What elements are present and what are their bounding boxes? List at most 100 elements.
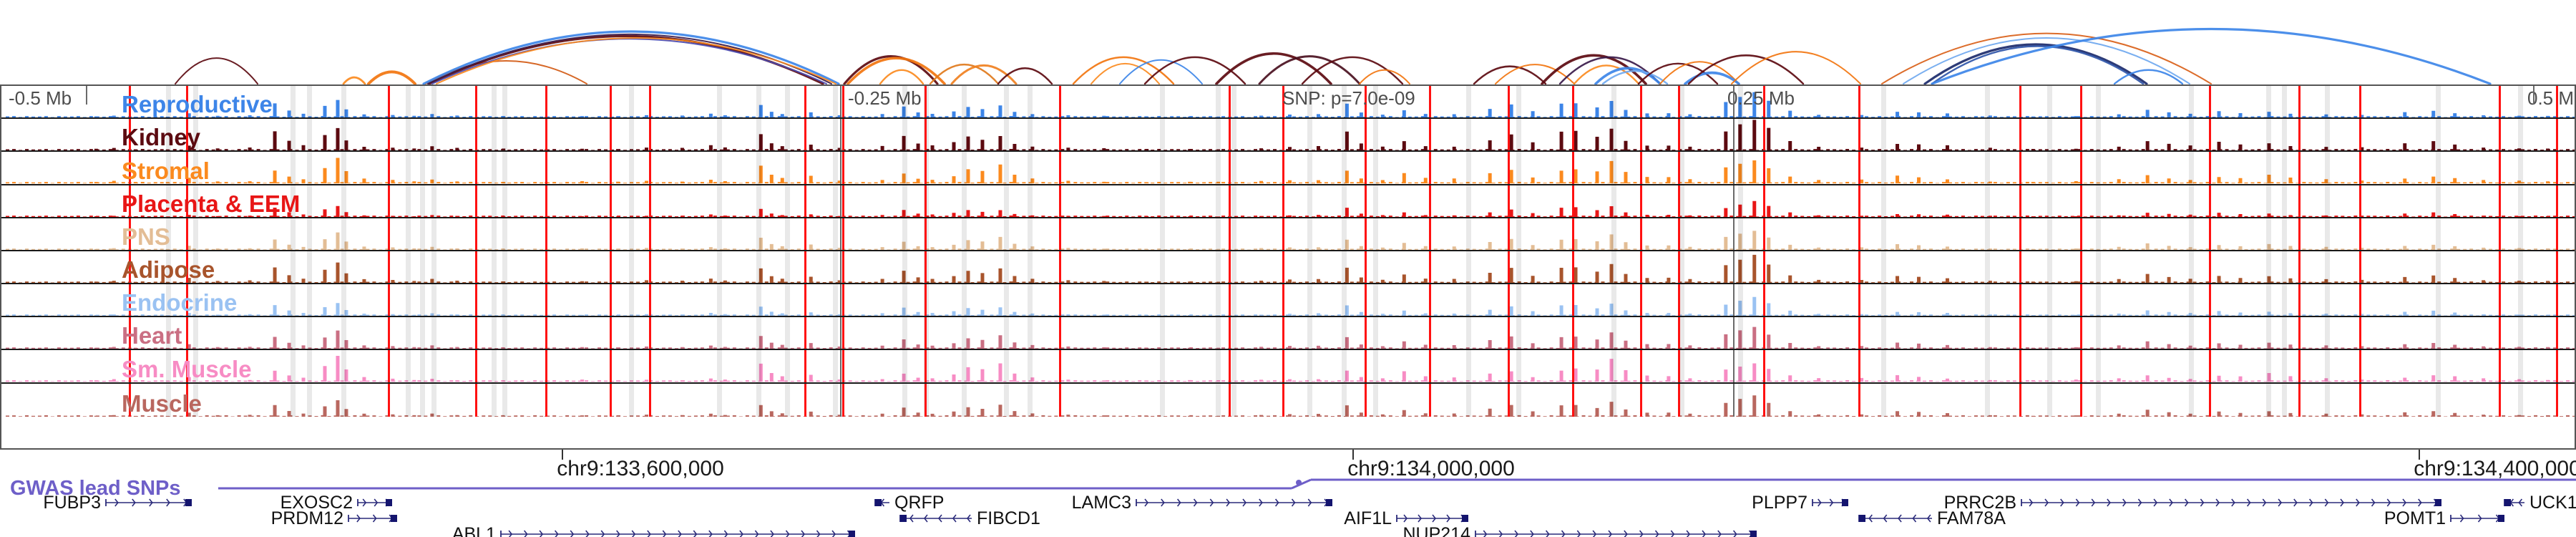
loop-arc — [997, 67, 1053, 84]
strand-arrow — [2200, 498, 2205, 507]
signal-area — [5, 200, 2575, 217]
strand-arrow — [132, 498, 136, 507]
gene-name-label: POMT1 — [2384, 508, 2446, 528]
strand-arrow — [662, 530, 667, 537]
strand-arrow — [1639, 530, 1644, 537]
strand-arrow — [616, 530, 620, 537]
arc-svg — [175, 28, 2492, 84]
strand-arrow — [923, 514, 928, 523]
signal-track-sm-muscle[interactable]: Sm. Muscle — [1, 350, 2575, 384]
coordinate-tick — [2419, 450, 2420, 460]
strand-arrow — [1912, 514, 1917, 523]
signal-track-endocrine[interactable]: Endocrine — [1, 284, 2575, 318]
gene-exon-block — [849, 531, 855, 537]
loop-arc — [1573, 64, 1640, 84]
gene-QRFP[interactable]: QRFP — [874, 493, 944, 513]
signal-track-muscle[interactable]: Muscle — [1, 383, 2575, 417]
strand-arrow — [1446, 514, 1451, 523]
signal-profile — [5, 120, 2575, 151]
gene-AIF1L[interactable]: AIF1L — [1344, 508, 1468, 528]
chromatin-loop-arc-panel — [0, 0, 2576, 84]
loop-arc — [1659, 61, 1740, 84]
gene-LAMC3[interactable]: LAMC3 — [1072, 493, 1332, 513]
signal-track-stromal[interactable]: Stromal — [1, 152, 2575, 185]
gene-POMT1[interactable]: POMT1 — [2384, 508, 2504, 528]
strand-arrow — [149, 498, 153, 507]
gene-UCK1[interactable]: UCK1 — [2504, 493, 2576, 513]
loop-arc — [175, 57, 258, 84]
strand-arrow — [1829, 498, 1834, 507]
gene-name-label: QRFP — [894, 493, 944, 513]
strand-arrow — [539, 530, 544, 537]
gene-exon-block — [2498, 515, 2504, 522]
gene-exon-block — [185, 499, 192, 506]
signal-track-pns[interactable]: PNS — [1, 218, 2575, 251]
loop-arc — [1495, 64, 1575, 84]
loop-arc — [929, 63, 1000, 84]
gene-NUP214[interactable]: NUP214 — [1403, 524, 1757, 537]
gene-EXOSC2[interactable]: EXOSC2 — [280, 493, 392, 513]
strand-arrow — [2459, 514, 2464, 523]
strand-arrow — [966, 514, 971, 523]
signal-profile — [5, 356, 2575, 382]
strand-arrow — [2308, 498, 2313, 507]
gene-exon-block — [1462, 515, 1468, 522]
gene-name-label: AIF1L — [1344, 508, 1392, 528]
loop-arc — [1541, 54, 1647, 84]
gene-PRDM12[interactable]: PRDM12 — [271, 508, 397, 528]
strand-arrow — [2107, 498, 2111, 507]
gene-exon-block — [900, 515, 907, 522]
signal-track-placenta-eem[interactable]: Placenta & EEM — [1, 185, 2575, 218]
strand-arrow — [2091, 498, 2096, 507]
strand-arrow — [1432, 514, 1437, 523]
gene-FAM78A[interactable]: FAM78A — [1858, 508, 2006, 528]
signal-track-heart[interactable]: Heart — [1, 317, 2575, 351]
signal-track-reproductive[interactable]: -0.5 Mb -0.25 Mb 0.25 Mb 0.5 Mb SNP: p=7.0e-… — [1, 86, 2575, 120]
strand-arrow — [1592, 530, 1597, 537]
strand-arrow — [2356, 498, 2360, 507]
strand-arrow — [2262, 498, 2267, 507]
gene-ABL1[interactable]: ABL1 — [452, 524, 855, 537]
loop-arc — [2113, 69, 2184, 84]
strand-arrow — [1670, 530, 1675, 537]
strand-arrow — [1193, 498, 1198, 507]
strand-arrow — [1291, 498, 1296, 507]
signal-track-adipose[interactable]: Adipose — [1, 251, 2575, 285]
strand-arrow — [600, 530, 605, 537]
strand-arrow — [1717, 530, 1722, 537]
gene-exon-block — [391, 515, 397, 522]
strand-arrow — [2371, 498, 2376, 507]
strand-arrow — [2215, 498, 2220, 507]
loop-arc — [1473, 65, 1547, 84]
strand-arrow — [1702, 530, 1707, 537]
gene-FIBCD1[interactable]: FIBCD1 — [899, 508, 1040, 528]
signal-track-kidney[interactable]: Kidney — [1, 119, 2575, 153]
strand-arrow — [770, 530, 774, 537]
signal-area — [5, 158, 2575, 184]
strand-arrow — [1561, 530, 1566, 537]
strand-arrow — [1403, 514, 1408, 523]
strand-arrow — [1226, 498, 1231, 507]
gwas-snp-svg — [218, 478, 2576, 490]
gene-FUBP3[interactable]: FUBP3 — [43, 493, 192, 513]
ruler-label: -0.5 Mb — [9, 87, 72, 109]
strand-arrow — [1732, 530, 1737, 537]
strand-arrow — [1576, 530, 1581, 537]
strand-arrow — [2340, 498, 2345, 507]
gene-PRRC2B[interactable]: PRRC2B — [1944, 493, 2441, 513]
gene-exon-block — [2435, 499, 2441, 506]
loop-arc — [1687, 54, 1805, 84]
strand-arrow — [570, 530, 575, 537]
strand-arrow — [1818, 498, 1822, 507]
strand-arrow — [1483, 530, 1488, 537]
loop-arc — [1881, 32, 2212, 84]
loop-arc — [436, 37, 836, 84]
gene-PLPP7[interactable]: PLPP7 — [1752, 493, 1848, 513]
strand-arrow — [937, 514, 942, 523]
strand-arrow — [723, 530, 728, 537]
coordinate-axis: chr9:133,600,000 chr9:134,000,000 chr9:134… — [0, 450, 2576, 481]
strand-arrow — [816, 530, 821, 537]
signal-area — [5, 231, 2575, 250]
coordinate-label: chr9:133,600,000 — [557, 457, 724, 480]
gwas-lead-snp-marker[interactable] — [1296, 480, 1302, 485]
